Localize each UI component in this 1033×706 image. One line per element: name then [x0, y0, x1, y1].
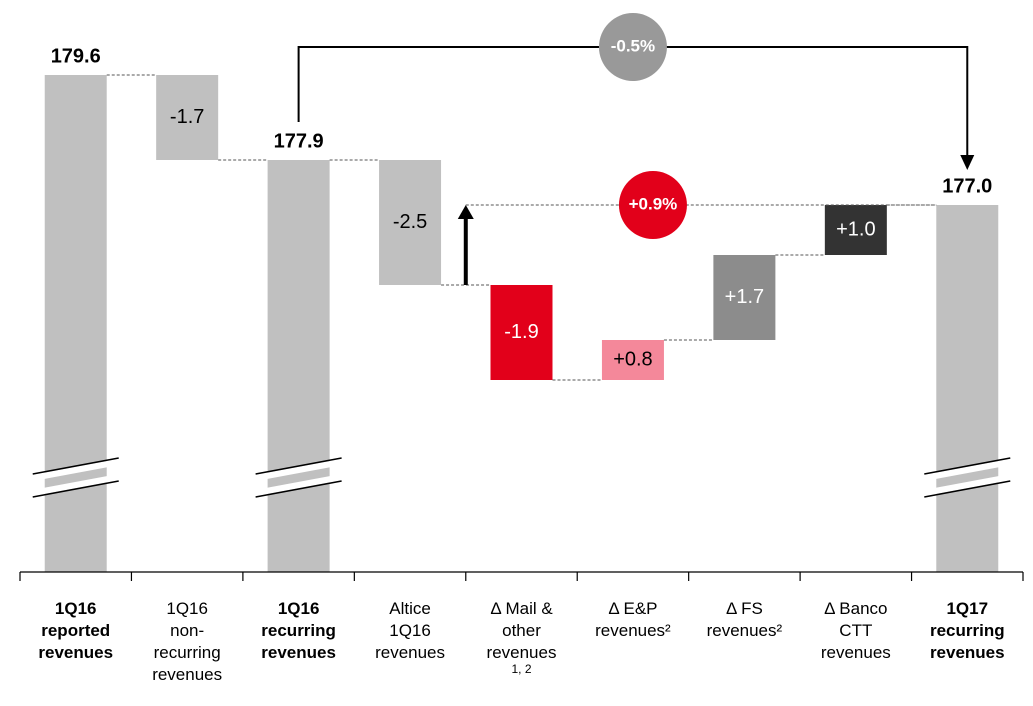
bar	[379, 160, 442, 285]
bar	[156, 75, 219, 160]
bar	[936, 205, 999, 572]
break-mark	[255, 474, 343, 496]
x-tick-label-line: Δ FS	[726, 599, 763, 618]
x-tick-label-line: revenues	[821, 643, 891, 662]
bar	[267, 160, 330, 572]
break-mark	[923, 474, 1011, 496]
x-tick-label-line: revenues	[375, 643, 445, 662]
break-line	[32, 480, 119, 498]
break-line	[924, 457, 1011, 475]
annotation-circle	[598, 13, 667, 81]
x-tick-label: Altice 1Q16 revenues	[375, 599, 445, 662]
arrow-head	[457, 205, 474, 219]
x-tick-label: Δ Mail & other revenues 1, 2	[487, 599, 557, 676]
x-tick-label: 1Q16 recurring revenues	[261, 599, 336, 662]
bar	[601, 340, 664, 380]
x-tick-label-line: revenues	[152, 665, 222, 684]
x-tick-label-line: revenues	[38, 643, 113, 662]
x-tick-label: 1Q17 recurring revenues	[930, 599, 1005, 662]
x-tick-label-line: revenues	[261, 643, 336, 662]
value-label: 177.0	[942, 175, 992, 197]
x-tick-label-line: revenues²	[707, 621, 783, 640]
x-tick-label-line: 1Q16	[389, 621, 431, 640]
annotation: +0.9%	[629, 194, 678, 213]
break-mark	[923, 459, 1011, 481]
value-label: 177.9	[274, 130, 324, 152]
x-tick-label: 1Q16 reported revenues	[38, 599, 113, 662]
x-tick-label: 1Q16 non-recurring revenues	[152, 599, 222, 684]
annotation-circle	[618, 171, 687, 239]
break-line	[255, 480, 342, 498]
x-tick-label-line: recurring	[261, 621, 336, 640]
x-tick-label-line: revenues²	[595, 621, 671, 640]
annotation: -0.5%	[611, 36, 655, 55]
bar	[713, 255, 776, 340]
x-tick-label-line: Δ E&P	[608, 599, 657, 618]
x-tick-label-line: Altice	[389, 599, 431, 618]
value-label: -2.5	[393, 211, 427, 233]
x-tick-label-line: other	[502, 621, 541, 640]
arrow-head	[960, 155, 975, 170]
x-tick-label-line: Δ Banco	[824, 599, 887, 618]
value-label: 179.6	[51, 45, 101, 67]
x-tick-label-line: 1, 2	[511, 662, 531, 676]
x-tick-label-line: CTT	[839, 621, 872, 640]
x-tick-label-line: revenues	[930, 643, 1005, 662]
x-tick-label-line: revenues	[487, 643, 557, 662]
x-tick-label: Δ Banco CTT revenues	[821, 599, 891, 662]
value-label: +0.8	[613, 348, 652, 370]
bar	[824, 205, 887, 255]
x-tick-label-line: 1Q16	[278, 599, 320, 618]
x-tick-label: Δ E&P revenues²	[595, 599, 671, 640]
x-tick-label-line: recurring	[930, 621, 1005, 640]
x-tick-label-line: 1Q17	[946, 599, 988, 618]
bar	[44, 75, 107, 572]
x-tick-label-line: 1Q16	[166, 599, 208, 618]
break-mark	[32, 459, 120, 481]
x-tick-label-line: recurring	[154, 643, 221, 662]
bar	[490, 285, 553, 380]
value-label: +1.0	[836, 218, 875, 240]
value-label: -1.9	[504, 321, 538, 343]
break-mark	[255, 459, 343, 481]
break-line	[924, 480, 1011, 498]
break-line	[32, 457, 119, 475]
break-line	[255, 457, 342, 475]
x-tick-label-line: non-	[170, 621, 204, 640]
value-label: -1.7	[170, 106, 204, 128]
x-tick-label-line: reported	[41, 621, 110, 640]
value-label: +1.7	[725, 286, 764, 308]
x-tick-label-line: 1Q16	[55, 599, 97, 618]
break-mark	[32, 474, 120, 496]
x-tick-label: Δ FS revenues²	[707, 599, 783, 640]
x-tick-label-line: Δ Mail &	[490, 599, 553, 618]
